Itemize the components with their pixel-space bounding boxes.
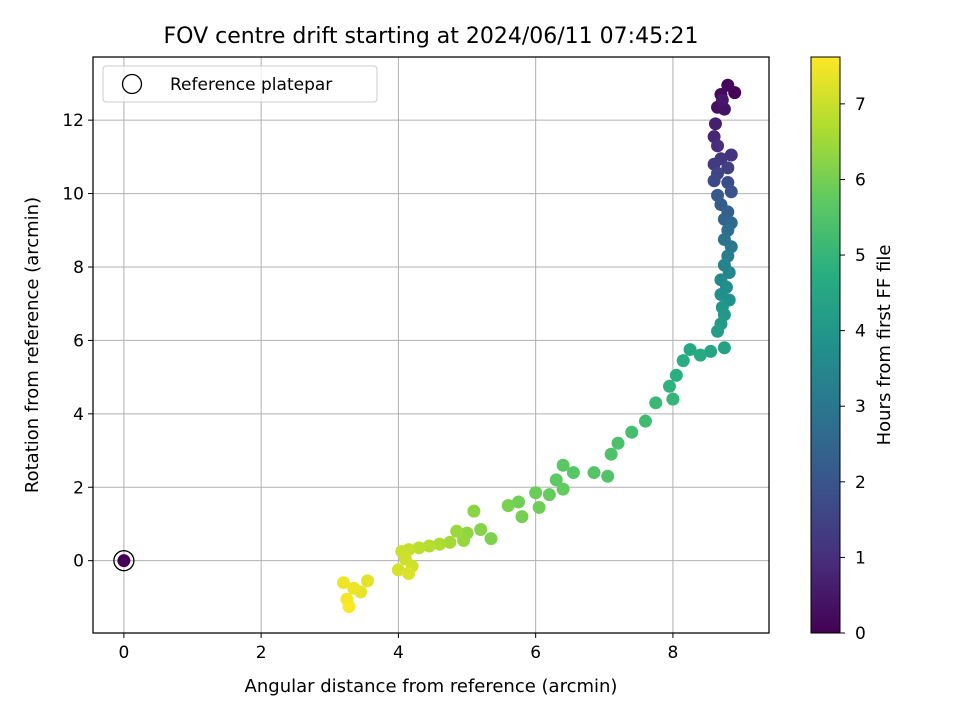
- y-tick-label: 10: [62, 185, 84, 205]
- scatter-point: [666, 392, 680, 406]
- colorbar-tick-label: 0: [855, 624, 866, 644]
- scatter-point: [529, 486, 543, 500]
- scatter-point: [711, 139, 725, 153]
- scatter-point: [391, 563, 405, 577]
- scatter-point: [542, 488, 556, 502]
- scatter-point: [515, 510, 529, 524]
- reference-marker: [113, 550, 135, 572]
- scatter-point: [711, 324, 725, 338]
- scatter-point: [662, 379, 676, 393]
- scatter-point: [422, 539, 436, 553]
- scatter-point: [347, 581, 361, 595]
- x-tick-label: 4: [393, 643, 404, 663]
- scatter-point: [638, 414, 652, 428]
- scatter-point: [361, 574, 375, 588]
- scatter-point: [707, 174, 721, 188]
- x-tick-label: 0: [118, 643, 129, 663]
- scatter-point: [342, 600, 356, 614]
- colorbar-tick-label: 6: [855, 170, 866, 190]
- y-tick-label: 12: [62, 111, 84, 131]
- scatter-point: [556, 482, 570, 496]
- colorbar-tick-label: 4: [855, 322, 866, 342]
- legend-entry-reference: Reference platepar: [170, 75, 332, 95]
- colorbar-tick-label: 7: [855, 95, 866, 115]
- scatter-point: [724, 185, 738, 199]
- grid: [93, 57, 769, 633]
- scatter-point: [474, 522, 488, 536]
- colorbar-tick-label: 2: [855, 473, 866, 493]
- legend: Reference platepar: [102, 65, 378, 103]
- colorbar-gradient: [810, 56, 841, 634]
- reference-point: [117, 554, 131, 568]
- y-tick-label: 8: [73, 258, 84, 278]
- scatter-point: [604, 447, 618, 461]
- x-axis-label: Angular distance from reference (arcmin): [245, 676, 618, 697]
- scatter-point: [467, 504, 481, 518]
- scatter-point: [402, 567, 416, 581]
- scatter-point: [336, 576, 350, 590]
- scatter-point: [450, 524, 464, 538]
- colorbar-tick-label: 1: [855, 548, 866, 568]
- scatter-point: [601, 469, 615, 483]
- scatter-point: [649, 396, 663, 410]
- scatter-point: [721, 78, 735, 92]
- colorbar-ticks: 0 1 2 3 4 5 6 7: [840, 95, 866, 644]
- scatter-point: [532, 500, 546, 514]
- scatter-point: [717, 341, 731, 355]
- scatter-point: [721, 161, 735, 175]
- scatter-point: [625, 425, 639, 439]
- scatter-point: [611, 436, 625, 450]
- scatter-point: [566, 466, 580, 480]
- scatter-point: [669, 368, 683, 382]
- scatter-point: [715, 93, 729, 107]
- scatter-point: [724, 148, 738, 162]
- scatter-point: [501, 499, 515, 513]
- scatter-point: [676, 354, 690, 368]
- y-tick-label: 2: [73, 478, 84, 498]
- colorbar-tick-label: 3: [855, 397, 866, 417]
- scatter-point: [587, 466, 601, 480]
- scatter-point: [412, 541, 426, 555]
- colorbar: 0 1 2 3 4 5 6 7 Hours from first FF file: [810, 56, 895, 644]
- colorbar-label: Hours from first FF file: [874, 245, 895, 446]
- scatter-point: [693, 348, 707, 362]
- scatter-point: [433, 537, 447, 551]
- scatter-point: [556, 458, 570, 472]
- plot-frame: [92, 56, 770, 634]
- scatter-point: [512, 495, 526, 509]
- legend-marker: [121, 73, 143, 95]
- x-tick-label: 6: [530, 643, 541, 663]
- y-axis-ticks: 0 2 4 6 8 10 12: [62, 111, 93, 572]
- scatter-point: [443, 535, 457, 549]
- scatter-point: [457, 533, 471, 547]
- colorbar-tick-label: 5: [855, 246, 866, 266]
- scatter-point: [484, 532, 498, 546]
- scatter-point: [708, 117, 722, 131]
- y-tick-label: 6: [73, 331, 84, 351]
- scatter-point: [704, 344, 718, 358]
- x-axis-ticks: 0 2 4 6 8: [118, 633, 678, 663]
- scatter-points: [113, 78, 742, 614]
- legend-box: [102, 65, 378, 103]
- x-tick-label: 8: [668, 643, 679, 663]
- scatter-point: [683, 343, 697, 357]
- y-axis-label: Rotation from reference (arcmin): [22, 197, 43, 493]
- y-tick-label: 4: [73, 405, 84, 425]
- scatter-point: [549, 473, 563, 487]
- chart-title: FOV centre drift starting at 2024/06/11 …: [164, 24, 699, 49]
- x-tick-label: 2: [256, 643, 267, 663]
- y-tick-label: 0: [73, 552, 84, 572]
